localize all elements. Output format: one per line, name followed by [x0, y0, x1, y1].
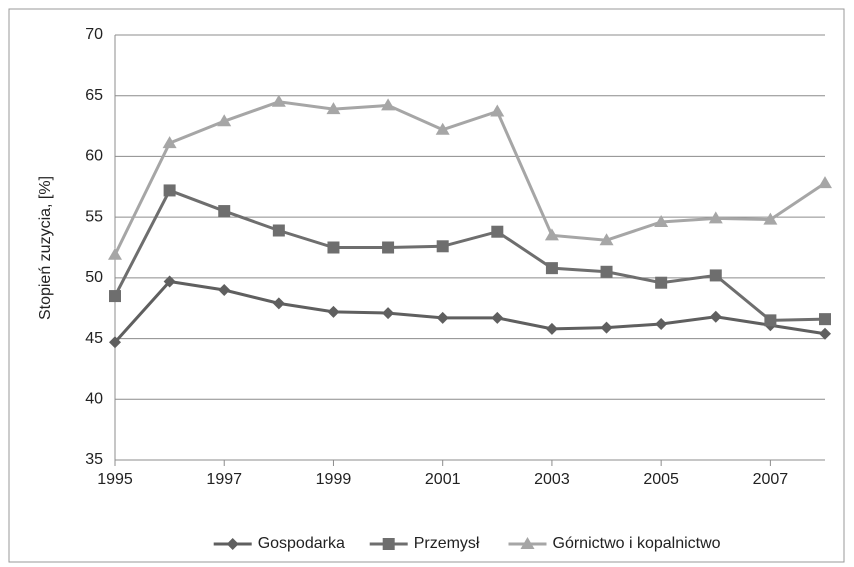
series-line	[113, 279, 826, 344]
series-line	[113, 188, 826, 322]
data-point	[545, 262, 558, 275]
data-point	[655, 276, 668, 289]
x-tick-label: 2003	[534, 471, 570, 488]
legend-marker	[382, 538, 395, 550]
data-point	[271, 94, 286, 107]
data-point	[545, 322, 558, 335]
legend-marker	[226, 538, 239, 550]
data-point	[654, 215, 669, 227]
data-point	[327, 305, 340, 318]
data-point	[819, 313, 831, 326]
data-point	[600, 321, 613, 334]
data-point	[436, 311, 449, 324]
data-point	[162, 136, 177, 149]
y-axis-label: Stopień zuzycia, [%]	[37, 176, 54, 320]
data-point	[326, 102, 341, 115]
data-point	[763, 212, 778, 225]
data-point	[163, 275, 176, 288]
series-line	[113, 100, 826, 256]
data-point	[327, 241, 340, 254]
data-point	[218, 205, 231, 218]
legend-label: Górnictwo i kopalnictwo	[553, 535, 721, 552]
data-point	[272, 297, 285, 310]
data-point	[709, 269, 722, 282]
x-tick-label: 2005	[643, 471, 679, 488]
data-point	[600, 265, 613, 278]
y-tick-label: 50	[85, 269, 103, 286]
y-tick-label: 55	[85, 208, 103, 225]
y-tick-label: 35	[85, 451, 103, 468]
data-point	[382, 307, 395, 320]
data-point	[819, 327, 831, 340]
data-point	[382, 241, 395, 254]
data-point	[764, 314, 777, 327]
data-point	[108, 247, 122, 260]
data-point	[217, 114, 232, 127]
data-point	[381, 98, 396, 111]
legend-label: Gospodarka	[258, 535, 345, 552]
data-point	[436, 240, 449, 253]
x-tick-label: 1997	[206, 471, 242, 488]
data-point	[435, 122, 450, 135]
data-point	[109, 336, 121, 349]
data-point	[272, 224, 285, 237]
x-tick-label: 2007	[753, 471, 789, 488]
y-tick-label: 40	[85, 391, 103, 408]
data-point	[218, 284, 231, 296]
data-point	[655, 318, 668, 330]
x-tick-label: 1999	[316, 471, 352, 488]
y-tick-label: 65	[85, 87, 103, 104]
data-point	[599, 233, 614, 246]
data-point	[163, 184, 176, 197]
legend-marker	[520, 537, 535, 549]
data-point	[818, 176, 832, 189]
data-point	[109, 290, 121, 303]
data-point	[544, 228, 559, 241]
y-tick-label: 60	[85, 148, 103, 165]
x-tick-label: 1995	[97, 471, 133, 488]
data-point	[491, 311, 504, 324]
y-tick-label: 45	[85, 330, 103, 347]
y-tick-label: 70	[85, 26, 103, 43]
x-tick-label: 2001	[425, 471, 461, 488]
data-point	[708, 211, 723, 224]
data-point	[491, 225, 504, 238]
legend-label: Przemysł	[414, 535, 480, 552]
data-point	[490, 104, 505, 117]
chart-frame	[8, 8, 845, 563]
data-point	[709, 310, 722, 323]
